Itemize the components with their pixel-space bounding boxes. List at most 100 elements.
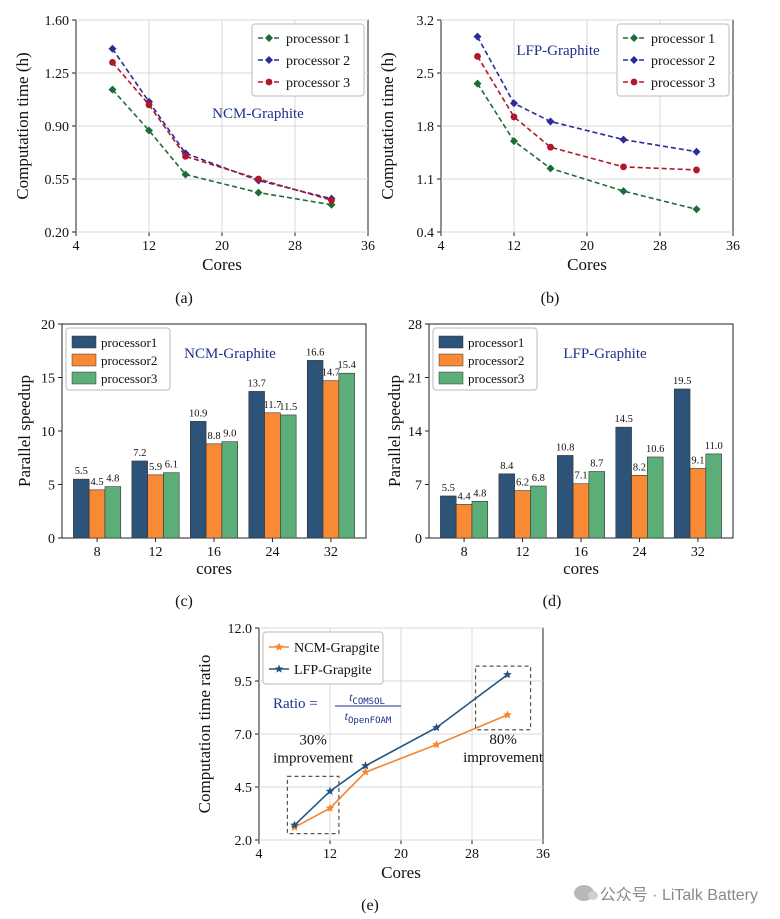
legend-marker [274, 642, 284, 651]
data-point [361, 761, 370, 770]
x-axis-label: cores [563, 559, 599, 578]
y-axis-label: Parallel speedup [385, 375, 404, 487]
chart-annotation: LFP-Graphite [563, 346, 647, 362]
bar-processor3 [338, 372, 355, 539]
data-point [619, 187, 628, 196]
data-point [325, 786, 335, 795]
legend-label: NCM-Grapgite [294, 641, 380, 656]
x-tick-label: 36 [726, 239, 740, 254]
bar-processor3 [530, 485, 547, 539]
legend-label: processor3 [101, 371, 157, 386]
data-point [255, 175, 262, 183]
bar-value-label: 9.1 [691, 455, 704, 466]
data-point [619, 135, 628, 144]
y-tick-label: 15 [41, 372, 55, 387]
data-point [693, 166, 700, 174]
x-axis-label: cores [196, 559, 232, 578]
data-point [510, 99, 518, 108]
bar-value-label: 8.2 [633, 462, 646, 473]
bar-value-label: 10.6 [646, 444, 664, 455]
improvement-percent: 80% [489, 732, 517, 748]
legend-label: processor3 [468, 371, 524, 386]
improvement-text: improvement [273, 750, 354, 766]
legend-marker [630, 34, 638, 42]
improvement-percent: 30% [299, 732, 327, 748]
y-tick-label: 28 [408, 318, 422, 333]
series-line [111, 89, 332, 206]
bar-processor2 [264, 412, 281, 539]
x-tick-label: 24 [265, 545, 279, 560]
bar-value-label: 4.8 [106, 474, 119, 485]
bar-processor3 [163, 472, 180, 539]
y-tick-label: 14 [408, 425, 422, 440]
bar-processor2 [88, 489, 106, 539]
x-tick-label: 36 [536, 847, 550, 862]
bar-value-label: 13.7 [247, 378, 265, 389]
bar-processor1 [306, 360, 324, 539]
bar-processor3 [104, 486, 122, 539]
legend-label: processor 1 [651, 32, 715, 47]
y-tick-label: 10 [41, 425, 55, 440]
data-point [325, 803, 335, 812]
data-point [361, 767, 370, 776]
panel-label: (a) [175, 290, 193, 307]
x-tick-label: 32 [324, 545, 338, 560]
legend-label: processor1 [468, 335, 524, 350]
legend-label: processor 1 [286, 32, 350, 47]
x-tick-label: 28 [288, 239, 302, 254]
x-tick-label: 20 [215, 239, 229, 254]
bar-processor2 [455, 504, 473, 539]
legend: processor 1 processor 2 processor 3 [251, 23, 365, 97]
data-point [145, 101, 153, 109]
data-point [108, 44, 117, 53]
x-axis-label: Cores [381, 863, 421, 882]
ratio-numerator: tCOMSOL [349, 690, 385, 707]
series-lfp-grapgite [290, 670, 512, 829]
bar-value-label: 4.4 [458, 491, 472, 502]
legend-label: LFP-Grapgite [294, 663, 372, 678]
panel-label: (c) [175, 593, 193, 610]
bar-processor1 [557, 455, 574, 539]
bar-value-label: 6.8 [532, 473, 545, 484]
bar-processor1 [498, 473, 515, 539]
legend-swatch [438, 353, 464, 367]
x-tick-label: 8 [94, 545, 101, 560]
dashed-highlight-box [474, 665, 532, 731]
data-point [254, 188, 263, 197]
legend-swatch [71, 353, 97, 367]
legend-marker [630, 78, 638, 86]
bar-processor3 [588, 471, 605, 539]
legend: processor1 processor2 processor3 [432, 327, 538, 391]
bar-processor1 [615, 426, 632, 539]
data-point [503, 670, 512, 679]
data-point [503, 710, 512, 719]
y-axis-label: Computation time (h) [378, 52, 397, 199]
data-point [510, 113, 518, 121]
bar-value-label: 16.6 [306, 347, 324, 358]
legend-box [262, 631, 384, 685]
x-tick-label: 4 [73, 239, 80, 254]
bar-value-label: 8.7 [590, 459, 603, 470]
y-tick-label: 0.4 [417, 226, 435, 241]
series-processor-2 [473, 32, 701, 156]
x-tick-label: 28 [653, 239, 667, 254]
y-tick-label: 0.90 [45, 120, 70, 135]
wechat-icon [573, 885, 598, 901]
legend-label: processor 3 [286, 76, 350, 91]
data-point [328, 196, 335, 204]
x-axis-label: Cores [202, 255, 242, 274]
legend-label: processor 2 [286, 54, 350, 69]
bar-value-label: 11.7 [263, 400, 281, 411]
bar-value-label: 14.5 [614, 414, 632, 425]
bar-value-label: 6.2 [516, 478, 529, 489]
data-point [510, 137, 518, 146]
bar-processor2 [322, 380, 340, 539]
panel-c: 0 5 10 15 20 8 5.54.5 4.8 12 7.25.9 6.1 16 10.9 8.8 9.… [15, 318, 367, 610]
bar-value-label: 14.7 [322, 368, 340, 379]
bar-processor3 [471, 501, 489, 539]
bar-value-label: 8.8 [207, 431, 220, 442]
bar-processor2 [572, 483, 590, 539]
improvement-text: improvement [463, 750, 544, 766]
